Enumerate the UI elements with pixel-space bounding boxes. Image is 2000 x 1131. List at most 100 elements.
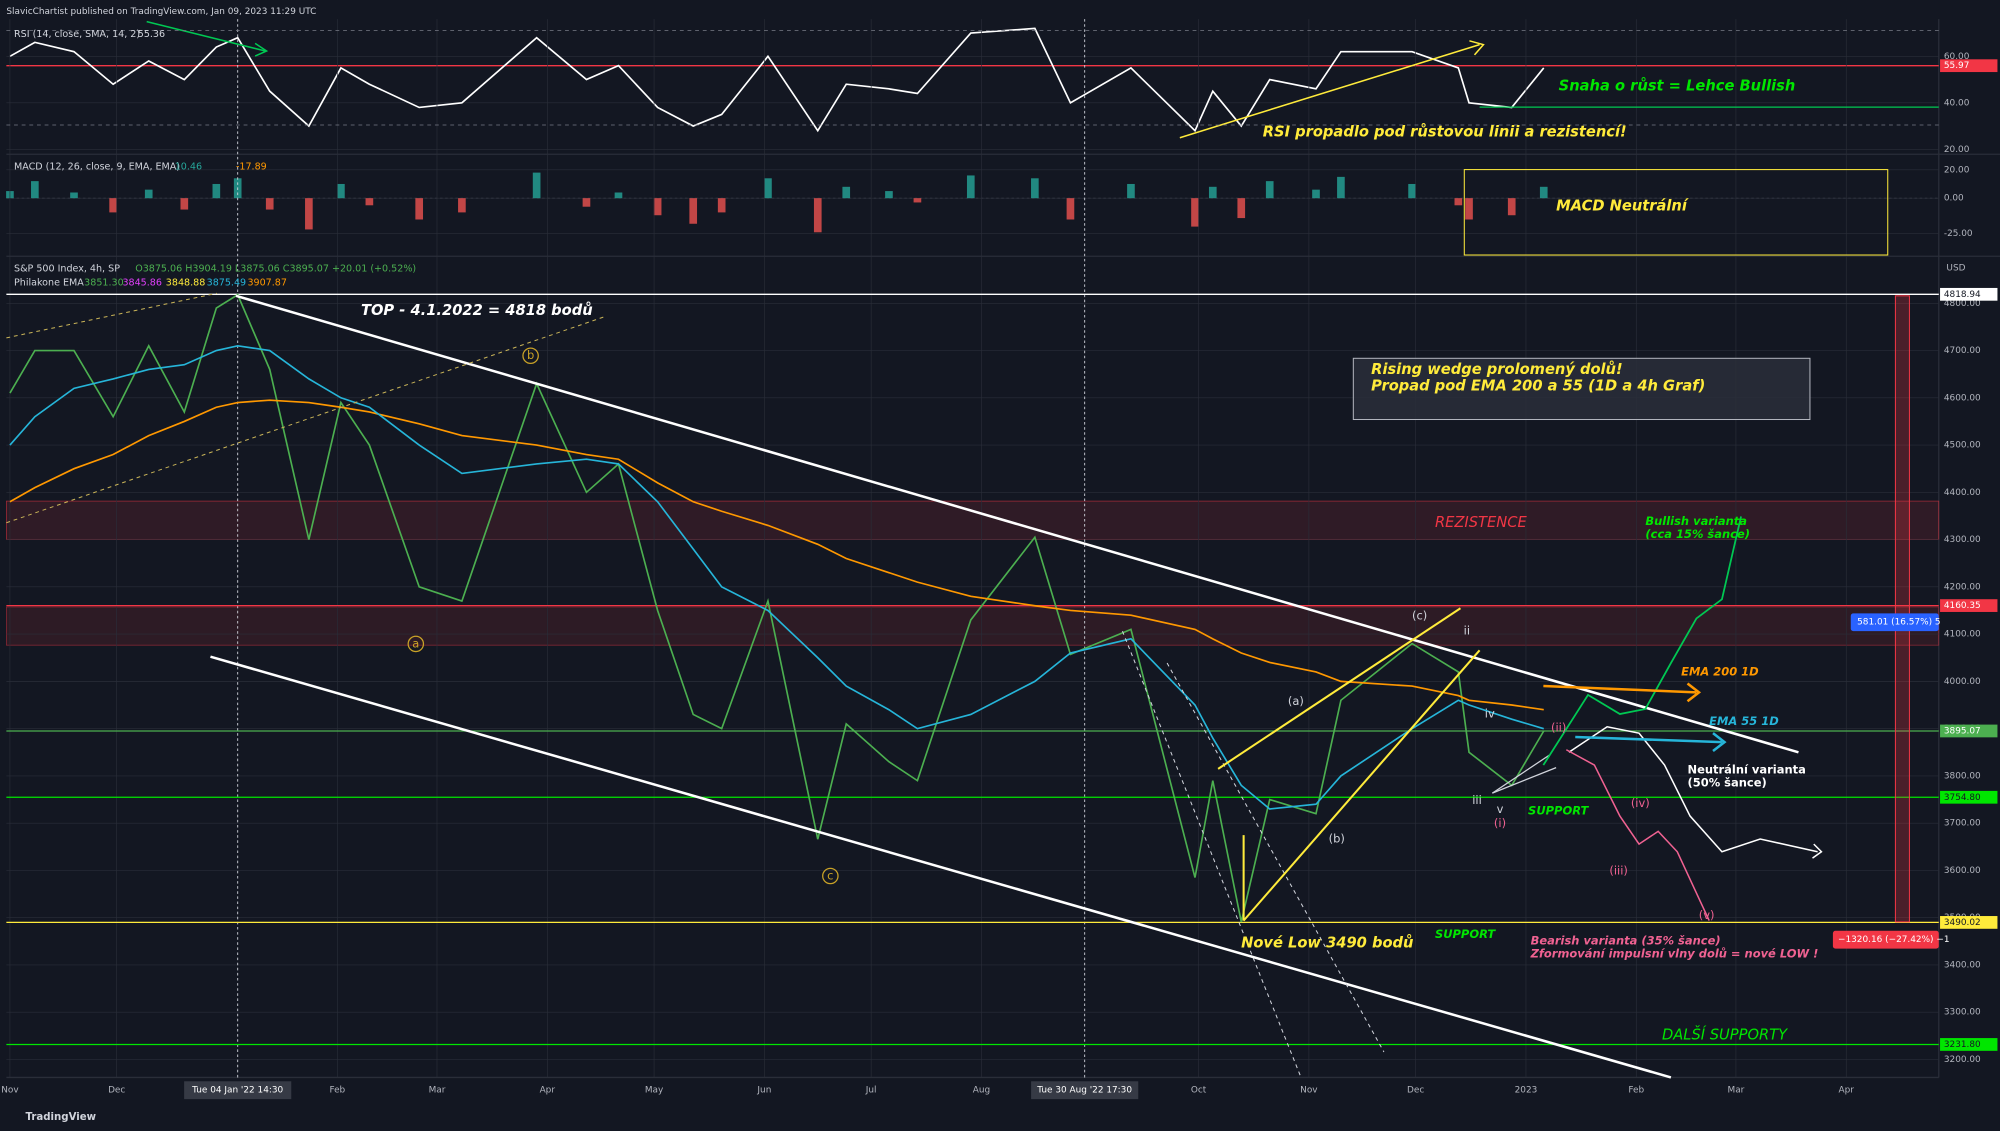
wave-label: iv: [1485, 707, 1495, 721]
histogram-bar: [70, 192, 78, 199]
wave-label: c: [827, 868, 833, 882]
histogram-bar: [337, 183, 345, 199]
wave-circle: [822, 867, 839, 885]
annotation: Bullish varianta: [1645, 514, 1747, 528]
wave-label: iii: [1472, 793, 1482, 807]
annotation: Propad pod EMA 200 a 55 (1D a 4h Graf): [1371, 377, 1705, 394]
y-tick-label: 0.00: [1944, 194, 1964, 204]
histogram-bar: [1312, 189, 1320, 199]
dashed-trendline: [1121, 630, 1302, 1078]
ema-legend: Philakone EMA: [14, 278, 84, 289]
annotation: SUPPORT: [1435, 927, 1496, 941]
ema-value: 3848.88: [166, 278, 205, 289]
neutral-projection: [1568, 725, 1818, 853]
histogram-bar: [966, 175, 975, 199]
wave-label: b: [527, 348, 534, 362]
arrow-head: [1686, 682, 1702, 703]
histogram-bar: [1191, 198, 1199, 227]
macd-legend: MACD (12, 26, close, 9, EMA, EMA): [14, 162, 180, 173]
y-tick-label: 4000.00: [1944, 677, 1981, 687]
y-tick-label: 3700.00: [1944, 819, 1981, 829]
small-wedge: [1492, 767, 1557, 794]
wave-label: ii: [1464, 624, 1470, 638]
ohlc: O3875.06 H3904.19 L3875.06 C3895.07 +20.…: [135, 264, 416, 275]
crosshair-label-box: [1031, 1081, 1139, 1100]
rsi-arrow: [146, 20, 266, 52]
x-tick-label: Dec: [1407, 1086, 1424, 1096]
annotation: EMA 55 1D: [1709, 714, 1779, 728]
channel-lower: [210, 655, 1672, 1079]
histogram-bar: [1539, 186, 1548, 199]
arrow-head: [1812, 843, 1823, 859]
ema-value: 3851.30: [84, 278, 123, 289]
x-tick-label: Aug: [973, 1086, 990, 1096]
y-tick-label: 4100.00: [1944, 630, 1981, 640]
footer: TradingView: [26, 1112, 97, 1123]
series-line: [9, 27, 1545, 133]
rsi-legend: RSI (14, close, SMA, 14, 2): [14, 29, 140, 40]
bullish-projection: [1542, 516, 1742, 766]
y-tick-label: 40.00: [1944, 98, 1970, 108]
y-tick-label: 4700.00: [1944, 346, 1981, 356]
histogram-bar: [1031, 178, 1039, 199]
annotation: EMA 200 1D: [1681, 664, 1759, 678]
histogram-bar: [842, 186, 851, 199]
measure-label-box: [1832, 930, 1939, 949]
annotation: RSI propadlo pod růstovou linii a rezist…: [1263, 124, 1627, 141]
histogram-bar: [1237, 198, 1246, 219]
x-tick-label: Jun: [756, 1086, 771, 1096]
histogram-bar: [180, 198, 189, 210]
resistance-zone: [5, 606, 1940, 646]
header: SlavicChartist published on TradingView.…: [6, 7, 316, 17]
histogram-bar: [614, 192, 623, 199]
y-tick-label: 4300.00: [1944, 535, 1981, 545]
annotation: Bearish varianta (35% šance): [1531, 934, 1721, 948]
annotation: Zformování impulsní vlny dolů = nové LOW…: [1530, 946, 1819, 960]
level-label-box: [1940, 59, 1998, 73]
arrow-head: [1469, 40, 1485, 56]
histogram-bar: [1454, 198, 1463, 206]
level-label-box: [1940, 724, 1998, 738]
channel-upper: [235, 294, 1799, 754]
wave-label: v: [1497, 802, 1504, 816]
ema-value: 3907.87: [247, 278, 286, 289]
dashed-trendline: [6, 292, 217, 339]
x-tick-label: Apr: [540, 1086, 556, 1096]
annotation: (cca 15% šance): [1645, 527, 1750, 541]
wedge-line: [1217, 607, 1462, 770]
x-tick-label: May: [645, 1086, 663, 1096]
level-label: 3754.80: [1944, 793, 1981, 803]
histogram-bar: [532, 172, 541, 199]
histogram-bar: [458, 198, 466, 213]
histogram-bar: [764, 178, 772, 199]
x-tick-label: Tue 30 Aug '22 17:30: [1036, 1086, 1132, 1096]
x-tick-label: Nov: [1, 1086, 18, 1096]
price-legend: S&P 500 Index, 4h, SP: [14, 264, 120, 275]
dashed-trendline: [1166, 662, 1385, 1053]
y-tick-label: 60.00: [1944, 52, 1970, 62]
drawings: [6, 20, 1939, 1079]
wave-circle: [522, 347, 539, 365]
x-tick-label: Feb: [329, 1086, 345, 1096]
level-label-box: [1940, 1038, 1998, 1051]
ema55-arrow: [1575, 735, 1722, 744]
y-tick-label: 3300.00: [1944, 1008, 1981, 1018]
level-label: 3231.80: [1944, 1040, 1981, 1050]
y-tick-label: 4500.00: [1944, 441, 1981, 451]
x-tick-label: 2023: [1515, 1086, 1538, 1096]
annotation: (50% šance): [1688, 775, 1767, 789]
macd-box: [1463, 169, 1889, 256]
x-tick-label: Feb: [1628, 1086, 1644, 1096]
histogram-bar: [1127, 183, 1135, 199]
y-tick-label: 4800.00: [1944, 299, 1981, 309]
histogram-bar: [913, 198, 922, 203]
histogram-bar: [415, 198, 424, 220]
wave-label: (iii): [1609, 863, 1628, 877]
wave-label: (c): [1412, 608, 1427, 622]
measure-label: −1320.16 (−27.42%) −1: [1838, 935, 1949, 945]
series-line: [9, 399, 1544, 711]
measure-label: 581.01 (16.57%) 5: [1857, 618, 1940, 628]
x-tick-label: Oct: [1191, 1086, 1207, 1096]
histogram-bar: [305, 198, 313, 230]
annotation: SUPPORT: [1528, 803, 1589, 817]
